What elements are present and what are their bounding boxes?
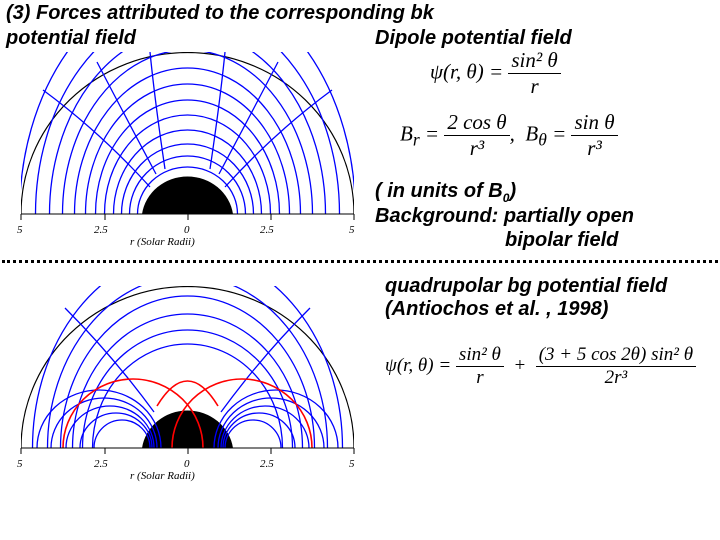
title-line-1: (3) Forces attributed to the correspondi… [6,2,434,25]
divider [2,260,718,263]
reference: (Antiochos et al. , 1998) [385,298,608,321]
tick-label: 2.5 [94,224,108,236]
formula-B-components: Br = 2 cos θ r³ , Bθ = sin θ r³ [400,110,618,161]
title-line-2: potential field [6,27,136,50]
units-info: ( in units of B0) [375,180,516,205]
formula-psi-dipole: ψ(r, θ) = sin² θ r [430,48,561,99]
bottom-chart: 5 2.5 0 2.5 5 r (Solar Radii) [5,286,370,482]
tick-label: 5 [349,224,355,236]
tick-label: 2.5 [94,458,108,470]
x-axis-label: r (Solar Radii) [130,236,195,248]
quadrupolar-label: quadrupolar bg potential field [385,275,667,298]
bg-info-2: bipolar field [505,229,618,252]
tick-label: 5 [17,458,23,470]
tick-label: 0 [184,224,190,236]
quadrupole-field-svg [5,286,370,482]
tick-label: 2.5 [260,224,274,236]
top-chart: 5 2.5 0 2.5 5 r (Solar Radii) [5,52,370,248]
tick-label: 0 [184,458,190,470]
dipole-field-svg [5,52,370,248]
tick-label: 2.5 [260,458,274,470]
x-axis-label: r (Solar Radii) [130,470,195,482]
tick-label: 5 [17,224,23,236]
bg-info-1: Background: partially open [375,205,634,228]
formula-psi-quadrupolar: ψ(r, θ) = sin² θ r + (3 + 5 cos 2θ) sin²… [385,344,696,389]
title-line-right: Dipole potential field [375,27,572,50]
tick-label: 5 [349,458,355,470]
